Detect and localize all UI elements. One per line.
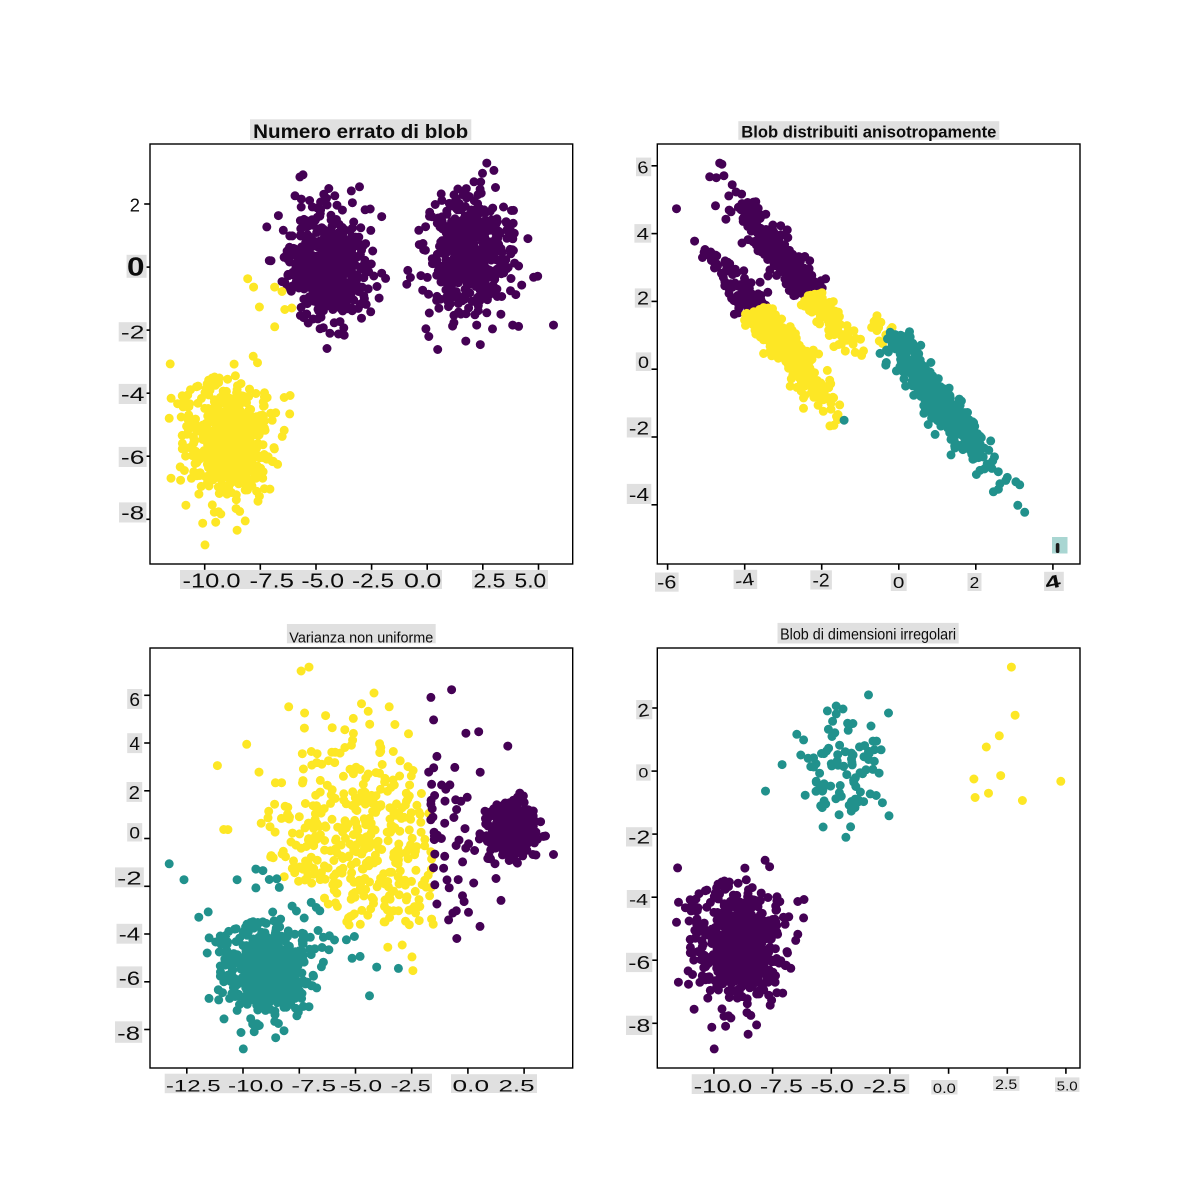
svg-text:0: 0	[893, 575, 905, 592]
svg-text:5.0: 5.0	[515, 571, 547, 593]
svg-text:-4: -4	[119, 925, 140, 945]
svg-text:-2.5: -2.5	[863, 1076, 906, 1097]
svg-text:-5.0: -5.0	[340, 1077, 382, 1095]
svg-text:-6: -6	[628, 953, 650, 973]
svg-text:0.0: 0.0	[933, 1080, 956, 1096]
svg-text:0.0: 0.0	[453, 1077, 490, 1095]
svg-text:-4: -4	[629, 485, 649, 505]
svg-text:0: 0	[127, 252, 145, 282]
svg-text:2: 2	[636, 700, 650, 721]
svg-text:0: 0	[129, 824, 140, 843]
svg-text:-2: -2	[629, 419, 649, 439]
svg-text:4: 4	[129, 734, 140, 754]
svg-text:0: 0	[638, 765, 648, 781]
svg-text:2: 2	[970, 575, 980, 592]
svg-text:2: 2	[129, 783, 140, 803]
svg-text:-6: -6	[121, 448, 145, 469]
svg-text:-10.0: -10.0	[228, 1077, 283, 1095]
svg-text:-8: -8	[117, 1024, 140, 1045]
svg-text:5.0: 5.0	[1057, 1078, 1078, 1093]
svg-text:4: 4	[637, 225, 649, 244]
svg-text:2.5: 2.5	[995, 1076, 1017, 1092]
svg-text:-2.5: -2.5	[391, 1077, 431, 1095]
svg-text:-8: -8	[628, 1016, 650, 1036]
svg-text:-4: -4	[121, 385, 145, 406]
svg-text:-6: -6	[657, 573, 676, 593]
svg-text:0.0: 0.0	[404, 571, 441, 593]
svg-text:-2: -2	[628, 828, 650, 848]
svg-text:6: 6	[636, 158, 649, 178]
svg-text:-10.0: -10.0	[183, 571, 241, 593]
svg-text:-5.0: -5.0	[301, 571, 344, 593]
svg-text:-7.5: -7.5	[250, 571, 295, 593]
svg-text:-6: -6	[119, 969, 140, 990]
svg-text:-12.5: -12.5	[166, 1077, 221, 1095]
svg-text:-8: -8	[121, 504, 144, 525]
svg-text:Blob di dimensioni irregolari: Blob di dimensioni irregolari	[780, 627, 956, 644]
svg-text:Blob distribuiti anisotropamen: Blob distribuiti anisotropamente	[741, 122, 996, 141]
svg-text:-2: -2	[813, 571, 830, 591]
svg-text:Varianza non uniforme: Varianza non uniforme	[289, 629, 433, 646]
svg-text:4: 4	[1043, 571, 1062, 594]
svg-text:2: 2	[637, 289, 649, 309]
svg-text:0: 0	[638, 353, 649, 372]
svg-text:2.5: 2.5	[499, 1077, 535, 1095]
svg-text:6: 6	[129, 690, 140, 710]
svg-text:-2: -2	[121, 323, 145, 343]
svg-text:-4: -4	[734, 569, 756, 591]
svg-text:-5.0: -5.0	[811, 1076, 854, 1097]
svg-text:-10.0: -10.0	[694, 1076, 753, 1097]
svg-text:2: 2	[130, 195, 140, 215]
svg-text:-7.5: -7.5	[291, 1077, 336, 1095]
svg-text:-2: -2	[117, 868, 141, 888]
svg-text:2.5: 2.5	[473, 571, 505, 593]
svg-text:-4: -4	[629, 892, 648, 909]
svg-text:-2.5: -2.5	[352, 571, 394, 593]
svg-text:Numero errato di blob: Numero errato di blob	[253, 122, 468, 143]
svg-text:-7.5: -7.5	[760, 1076, 803, 1097]
